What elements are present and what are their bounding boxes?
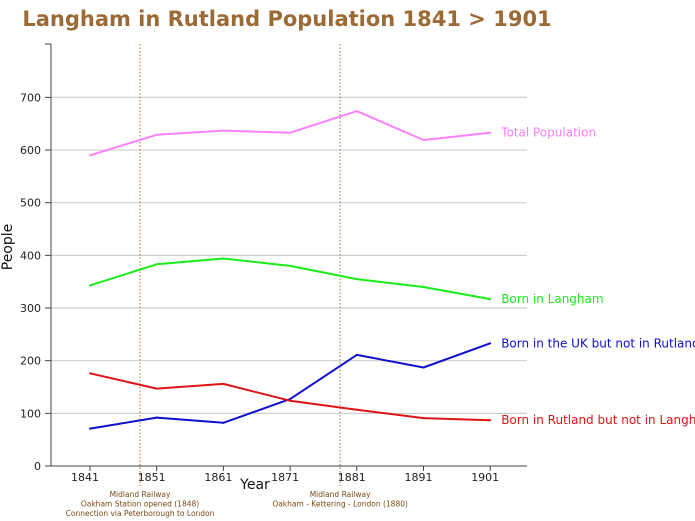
series-label: Total Population xyxy=(500,126,596,140)
data-point xyxy=(89,284,91,287)
series-label: Born in Rutland but not in Langham xyxy=(501,413,695,427)
data-point xyxy=(222,129,225,132)
y-tick-label: 300 xyxy=(20,302,41,315)
annotation-text: Midland Railway xyxy=(310,490,371,499)
data-point xyxy=(222,382,225,385)
x-tick-label: 1871 xyxy=(271,471,299,484)
series-lines xyxy=(89,110,492,430)
data-point xyxy=(355,278,358,281)
data-point xyxy=(155,133,158,136)
data-point xyxy=(355,353,358,356)
data-point xyxy=(489,342,492,345)
annotation-text: Midland Railway xyxy=(110,490,171,499)
series-label: Born in Langham xyxy=(501,292,603,306)
data-point xyxy=(155,263,158,266)
data-point xyxy=(89,372,91,375)
y-axis-label: People xyxy=(0,224,16,271)
data-point xyxy=(89,154,91,157)
chart-title: Langham in Rutland Population 1841 > 190… xyxy=(22,7,551,31)
x-tick-label: 1901 xyxy=(471,471,499,484)
y-tick-label: 700 xyxy=(20,91,41,104)
data-point xyxy=(489,298,492,301)
data-point xyxy=(422,366,425,369)
x-tick-label: 1851 xyxy=(138,471,166,484)
x-tick-label: 1891 xyxy=(405,471,433,484)
data-point xyxy=(289,399,292,402)
x-axis-ticks: 1841 1851 1861 1871 1881 1891 1901 xyxy=(71,466,499,484)
series-labels: Total Population Born in Langham Born in t… xyxy=(500,126,695,428)
annotation-text: Connection via Peterborough to London xyxy=(66,509,215,518)
data-point xyxy=(289,264,292,267)
data-point xyxy=(155,416,158,419)
y-tick-label: 500 xyxy=(20,197,41,210)
data-point xyxy=(489,131,492,134)
data-point xyxy=(222,421,225,424)
x-tick-label: 1841 xyxy=(71,471,99,484)
y-tick-label: 100 xyxy=(20,407,41,420)
data-point xyxy=(422,139,425,142)
series-line xyxy=(89,342,491,430)
grid xyxy=(51,96,527,414)
x-axis-label: Year xyxy=(239,477,270,493)
data-point xyxy=(355,110,358,113)
data-point xyxy=(489,419,492,422)
annotation-text: Oakham Station opened (1848) xyxy=(81,500,199,509)
y-tick-label: 400 xyxy=(20,249,41,262)
data-point xyxy=(422,285,425,288)
y-tick-label: 600 xyxy=(20,144,41,157)
annotation-text: Oakham - Kettering - London (1880) xyxy=(272,500,408,509)
data-point xyxy=(89,427,91,430)
data-point xyxy=(355,408,358,411)
data-point xyxy=(422,417,425,420)
x-tick-label: 1881 xyxy=(338,471,366,484)
series-line xyxy=(89,257,491,301)
series-label: Born in the UK but not in Rutland xyxy=(501,336,695,350)
y-tick-label: 0 xyxy=(34,460,41,473)
y-tick-label: 200 xyxy=(20,355,41,368)
data-point xyxy=(155,387,158,390)
x-tick-label: 1861 xyxy=(204,471,232,484)
data-point xyxy=(222,257,225,260)
data-point xyxy=(289,131,292,134)
y-axis-ticks: 0 100 200 300 400 500 600 700 xyxy=(20,43,51,473)
